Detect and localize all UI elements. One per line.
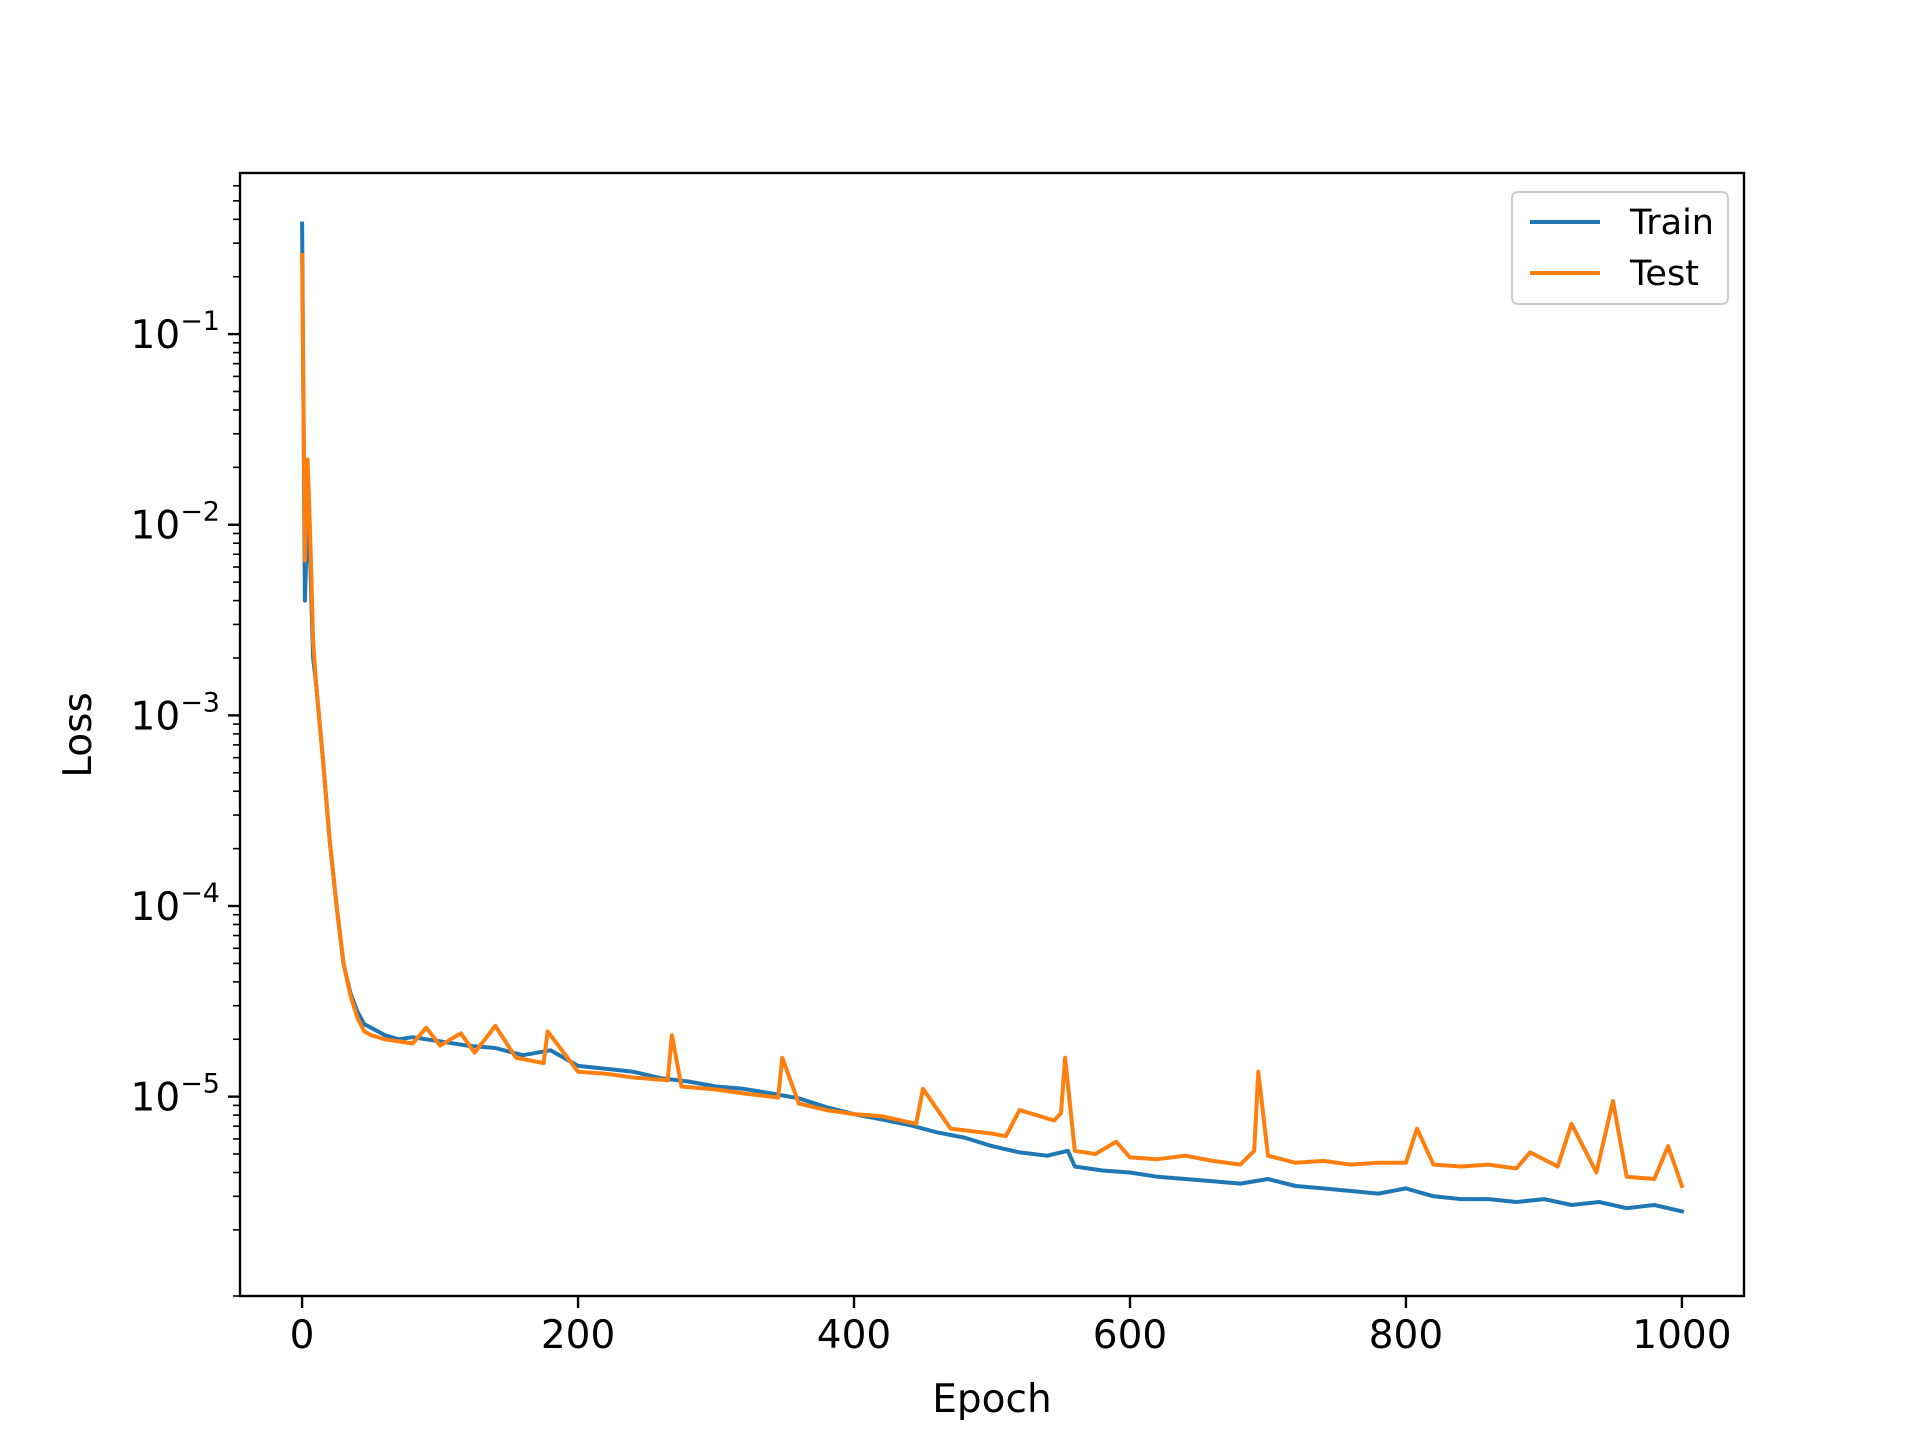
x-tick-label: 600 [1093, 1313, 1167, 1358]
x-axis-label: Epoch [932, 1377, 1051, 1422]
legend-label-test: Test [1629, 254, 1699, 294]
x-tick-label: 200 [541, 1313, 615, 1358]
x-tick-label: 400 [817, 1313, 891, 1358]
legend-label-train: Train [1629, 203, 1714, 243]
x-tick-label: 800 [1369, 1313, 1443, 1358]
y-axis-label: Loss [56, 692, 101, 778]
x-tick-label: 0 [290, 1313, 315, 1358]
x-tick-label: 1000 [1632, 1313, 1731, 1358]
legend: Train Test [1512, 192, 1728, 304]
